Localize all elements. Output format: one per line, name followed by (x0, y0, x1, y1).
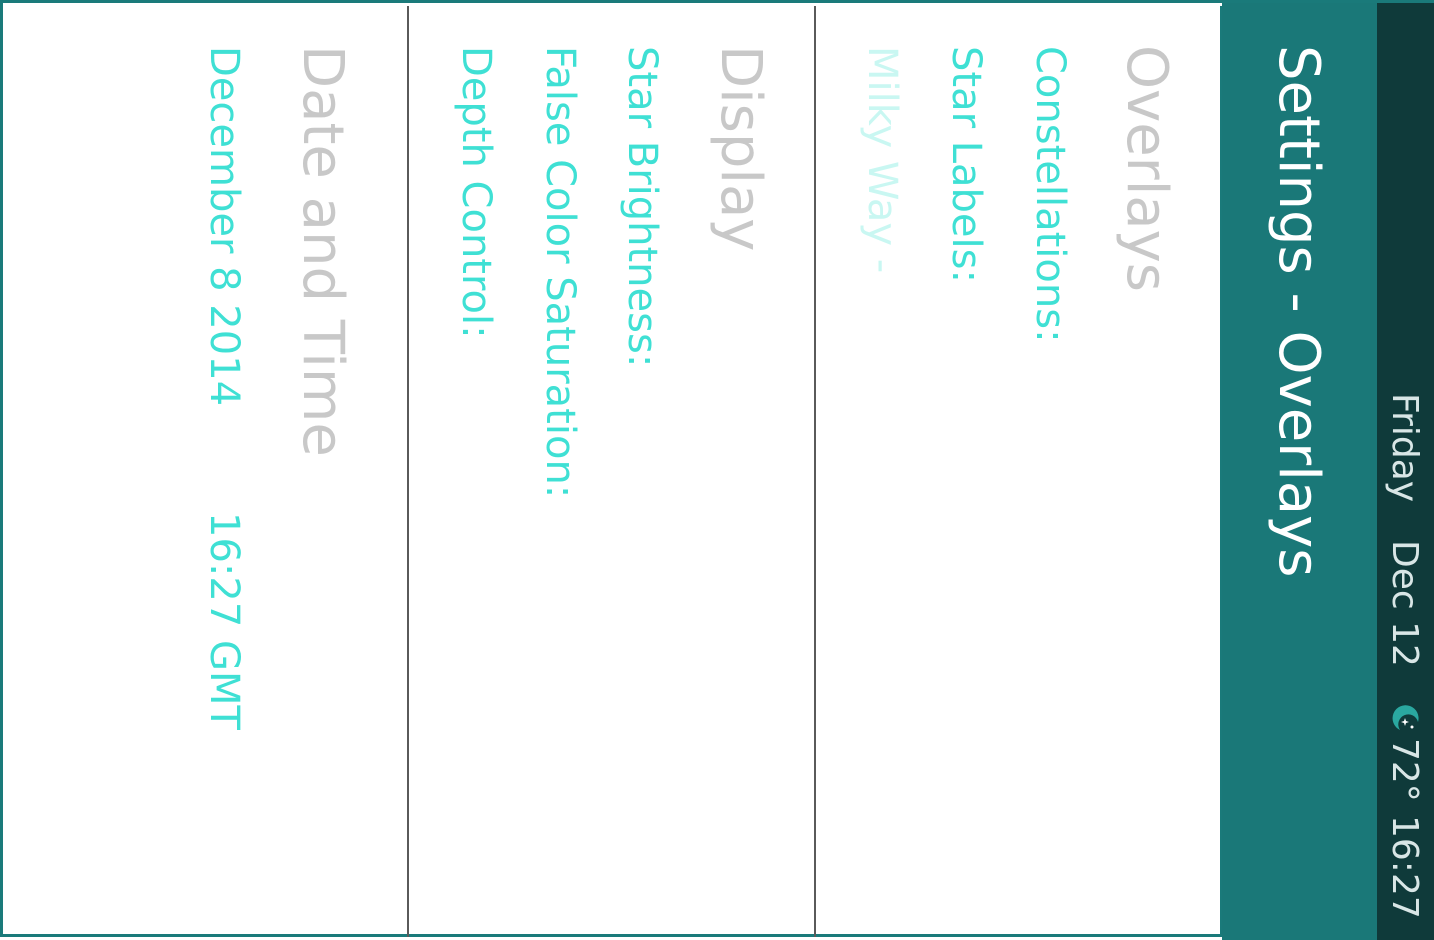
title-divider (1220, 6, 1222, 937)
status-temperature: 72° (1384, 738, 1425, 802)
false-color-saturation-setting[interactable]: False Color Saturation: (537, 46, 583, 499)
moon-stars-icon (1392, 705, 1419, 730)
milky-way-setting[interactable]: Milky Way - (859, 46, 905, 274)
status-bar (1377, 3, 1434, 940)
panel-divider (814, 6, 816, 937)
date-time-heading: Date and Time (290, 45, 355, 457)
overlays-heading: Overlays (1114, 45, 1179, 292)
constellations-setting[interactable]: Constellations: (1027, 46, 1073, 343)
status-time: 16:27 (1384, 815, 1425, 919)
date-setting[interactable]: December 8 2014 (201, 46, 247, 407)
status-day: Friday (1384, 393, 1425, 503)
title-bar (1222, 3, 1377, 940)
depth-control-setting[interactable]: Depth Control: (453, 46, 499, 339)
page-title: Settings - Overlays (1266, 45, 1331, 578)
time-setting[interactable]: 16:27 GMT (201, 512, 247, 730)
display-heading: Display (708, 45, 773, 252)
status-date: Dec 12 (1384, 540, 1425, 667)
star-brightness-setting[interactable]: Star Brightness: (619, 46, 665, 368)
panel-divider (407, 6, 409, 937)
star-labels-setting[interactable]: Star Labels: (943, 46, 989, 283)
